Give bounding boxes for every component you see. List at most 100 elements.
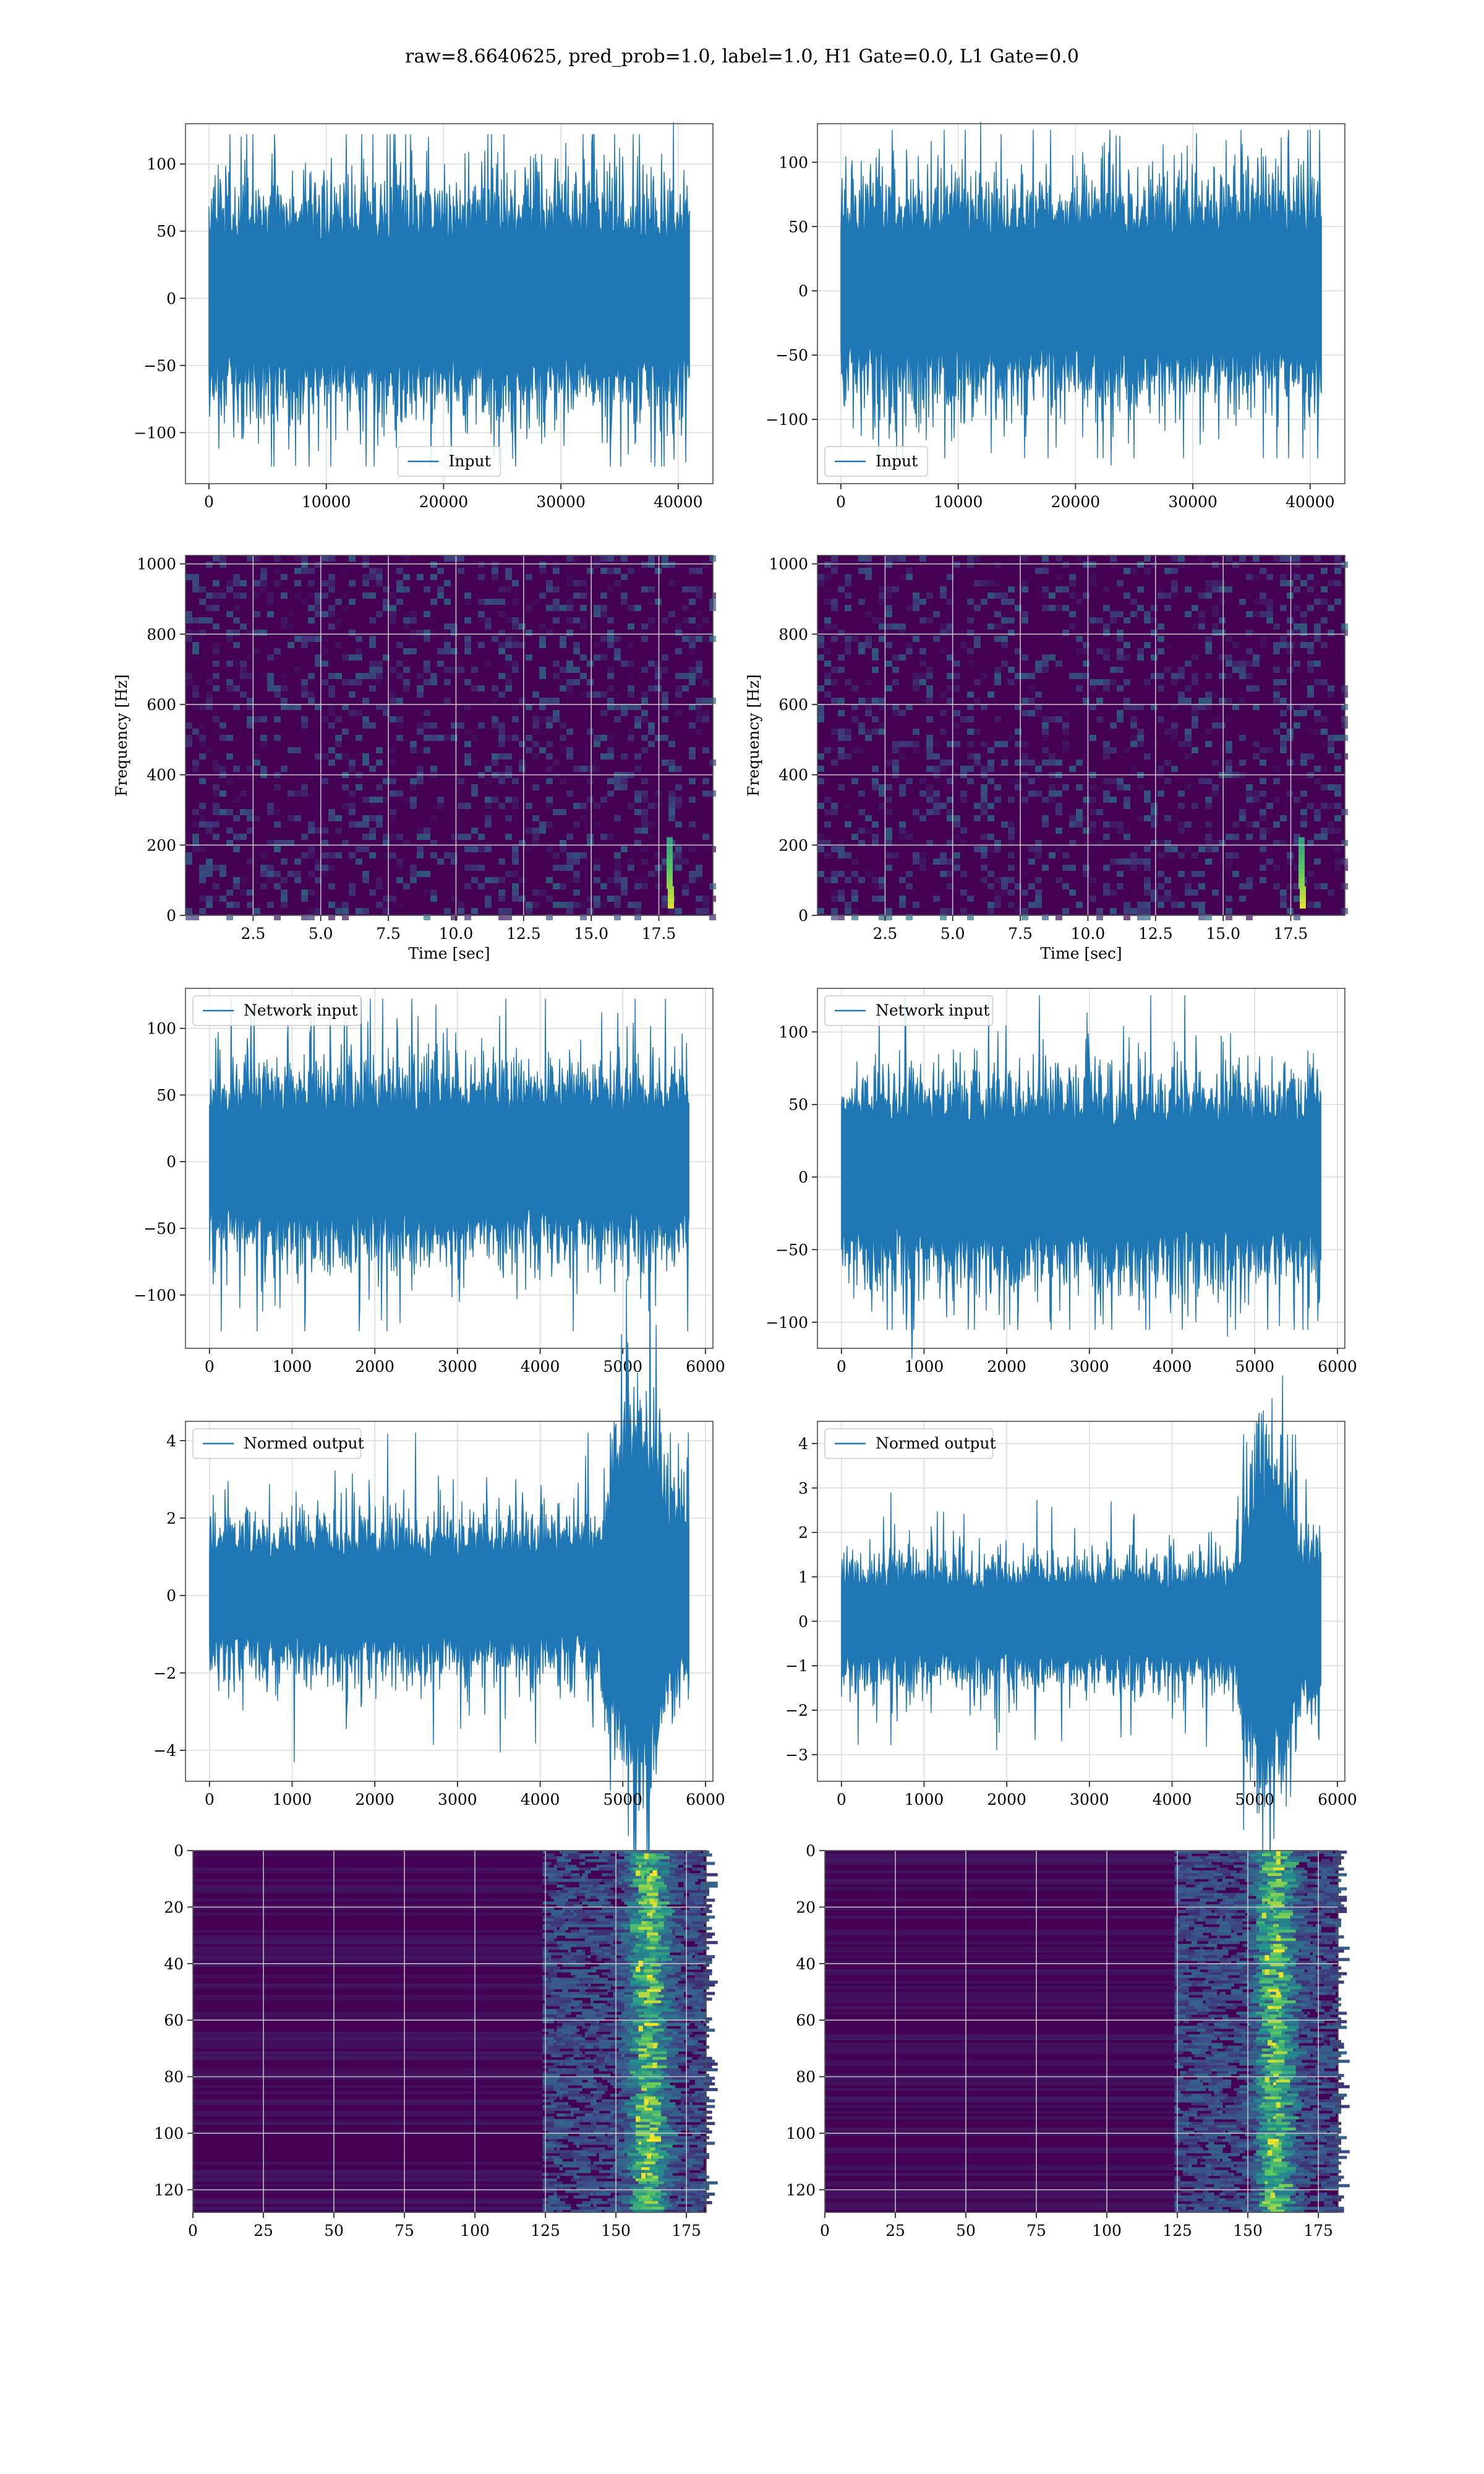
l1-spectrogram-chirp-cell: [1298, 876, 1305, 884]
l1-feature-map-ytick-label: 120: [786, 2181, 816, 2199]
h1-normed-output-xtick-label: 0: [205, 1791, 215, 1808]
l1-feature-map-ytick-label: 40: [796, 1955, 816, 1973]
l1-spectrogram-chart: 2.5 5.0 7.5 10.0 12.5 15.0 17.5 0 200 400 600 800 10…: [744, 555, 1348, 962]
h1-normed-output-series-line: [209, 1235, 689, 1966]
h1-feature-map-hotspot: [635, 1870, 641, 1877]
h1-network-input-xtick-label: 4000: [521, 1358, 560, 1376]
h1-input-ytick: −100: [134, 424, 186, 442]
l1-feature-map-ytick: 80: [796, 2068, 825, 2086]
l1-normed-output-ytick-label: −1: [785, 1657, 808, 1675]
l1-network-input-legend: Network input: [824, 995, 994, 1026]
l1-input-xtick-label: 20000: [1051, 493, 1101, 511]
h1-feature-map-xtick-label: 125: [531, 2222, 560, 2240]
l1-feature-map-ytick: 0: [806, 1842, 825, 1860]
h1-spectrogram-xtick: 10.0: [439, 915, 473, 943]
h1-feature-map-hotspot: [652, 2062, 657, 2068]
l1-spectrogram-chirp-cell: [1298, 881, 1305, 889]
l1-feature-map-xtick: 50: [956, 2212, 976, 2240]
h1-spectrogram-xtick-label: 12.5: [506, 925, 541, 943]
l1-normed-output-xtick: 6000: [1318, 1781, 1357, 1808]
h1-spectrogram-xlabel: Time [sec]: [408, 944, 490, 962]
h1-network-input-ytick-label: 100: [147, 1020, 176, 1038]
l1-normed-output-ytick: 2: [798, 1524, 817, 1542]
h1-spectrogram-xtick: 7.5: [376, 915, 401, 943]
h1-normed-output-xtick: 0: [205, 1781, 215, 1808]
h1-input-xtick-label: 40000: [654, 493, 703, 511]
l1-normed-output-ytick: 4: [798, 1435, 817, 1453]
h1-spectrogram-heatmap-cells: [186, 555, 716, 920]
h1-spectrogram-ytick-label: 0: [166, 907, 176, 925]
l1-input-ytick-label: 50: [788, 218, 808, 236]
h1-normed-output-ytick-label: 4: [166, 1432, 176, 1450]
l1-normed-output-ytick: 1: [798, 1568, 817, 1586]
h1-feature-map-ytick: 0: [174, 1842, 193, 1860]
h1-spectrogram-ytick: 1000: [137, 555, 186, 573]
h1-network-input-xtick: 3000: [438, 1348, 477, 1376]
h1-spectrogram-ytick: 400: [147, 766, 186, 784]
l1-feature-map-hotspot: [1276, 1935, 1281, 1941]
h1-input-ytick-label: −100: [134, 424, 176, 442]
l1-network-input-xtick-label: 0: [837, 1358, 846, 1376]
l1-feature-map-ytick-label: 0: [806, 1842, 816, 1860]
h1-normed-output-ytick-label: 0: [166, 1587, 176, 1605]
l1-normed-output-xtick: 0: [837, 1781, 846, 1808]
h1-network-input-axes-frame: [185, 988, 714, 1349]
l1-feature-map-ytick: 100: [786, 2125, 825, 2142]
h1-input-xtick-label: 0: [204, 493, 214, 511]
l1-input-ytick-label: 100: [778, 153, 808, 171]
h1-normed-output-legend-label: Normed output: [244, 1434, 364, 1452]
h1-normed-output-ytick: −4: [153, 1742, 186, 1760]
l1-input-legend: Input: [824, 446, 928, 477]
l1-network-input-ytick: −50: [775, 1241, 817, 1259]
l1-spectrogram-ytick: 800: [778, 625, 817, 643]
l1-feature-map-xtick-label: 0: [820, 2222, 830, 2240]
l1-spectrogram-chirp-cell: [1300, 886, 1307, 894]
h1-feature-map-hotspot: [652, 1901, 657, 1907]
l1-spectrogram-ytick: 600: [778, 696, 817, 714]
h1-network-input-xtick-label: 2000: [355, 1358, 394, 1376]
l1-normed-output-ytick-label: 4: [798, 1435, 808, 1453]
h1-normed-output-xtick-label: 5000: [603, 1791, 642, 1808]
h1-network-input-legend: Network input: [192, 995, 362, 1026]
h1-normed-output-axes-frame: [185, 1421, 714, 1782]
h1-input-axes-frame: [185, 123, 714, 484]
h1-spectrogram-chirp-cell: [667, 842, 673, 850]
h1-feature-map-ytick: 60: [164, 2011, 193, 2029]
h1-spectrogram-axes-frame: [185, 555, 714, 916]
l1-feature-map-xtick: 100: [1092, 2212, 1122, 2240]
l1-feature-map-hotspot: [1276, 2102, 1281, 2108]
l1-network-input-axes-frame: [817, 988, 1345, 1349]
h1-feature-map-chart: 0 25 50 75 100 125 150 175 0 20 40 60 80 100 120: [154, 1842, 718, 2240]
h1-normed-output-ytick: −2: [153, 1664, 186, 1682]
h1-network-input-xtick: 2000: [355, 1348, 394, 1376]
h1-network-input-xtick-label: 0: [205, 1358, 215, 1376]
h1-spectrogram-xtick-label: 7.5: [376, 925, 401, 943]
l1-input-xtick-label: 0: [836, 493, 846, 511]
l1-network-input-xtick-label: 1000: [905, 1358, 944, 1376]
h1-normed-output-xtick: 2000: [355, 1781, 394, 1808]
h1-network-input-xtick-label: 5000: [603, 1358, 642, 1376]
h1-feature-map-xtick-label: 175: [672, 2222, 701, 2240]
l1-network-input-xtick: 4000: [1153, 1348, 1192, 1376]
h1-feature-map-xtick-label: 50: [324, 2222, 344, 2240]
l1-spectrogram-chirp-cell: [1298, 847, 1305, 855]
l1-spectrogram-xtick: 2.5: [872, 915, 897, 943]
l1-spectrogram-chirp-cell: [1298, 871, 1305, 880]
l1-network-input-xtick: 6000: [1318, 1348, 1357, 1376]
h1-feature-map-hotspot: [641, 2173, 646, 2179]
l1-input-xtick-label: 10000: [934, 493, 983, 511]
l1-spectrogram-xtick-label: 12.5: [1138, 925, 1173, 943]
l1-normed-output-ytick: 3: [798, 1479, 817, 1497]
h1-spectrogram-chirp-cell: [667, 852, 673, 860]
h1-normed-output-xtick-label: 4000: [521, 1791, 560, 1808]
l1-feature-map-hotspot: [1264, 2076, 1269, 2082]
h1-feature-map-ytick-label: 40: [164, 1955, 184, 1973]
h1-network-input-ytick: −50: [143, 1220, 186, 1238]
l1-feature-map-xtick: 75: [1026, 2212, 1046, 2240]
h1-input-legend: Input: [397, 446, 501, 477]
h1-normed-output-legend: Normed output: [192, 1428, 364, 1459]
l1-spectrogram-ytick-label: 200: [778, 836, 808, 854]
h1-network-input-ytick: 50: [156, 1086, 186, 1104]
l1-feature-map-ytick: 20: [796, 1898, 825, 1916]
